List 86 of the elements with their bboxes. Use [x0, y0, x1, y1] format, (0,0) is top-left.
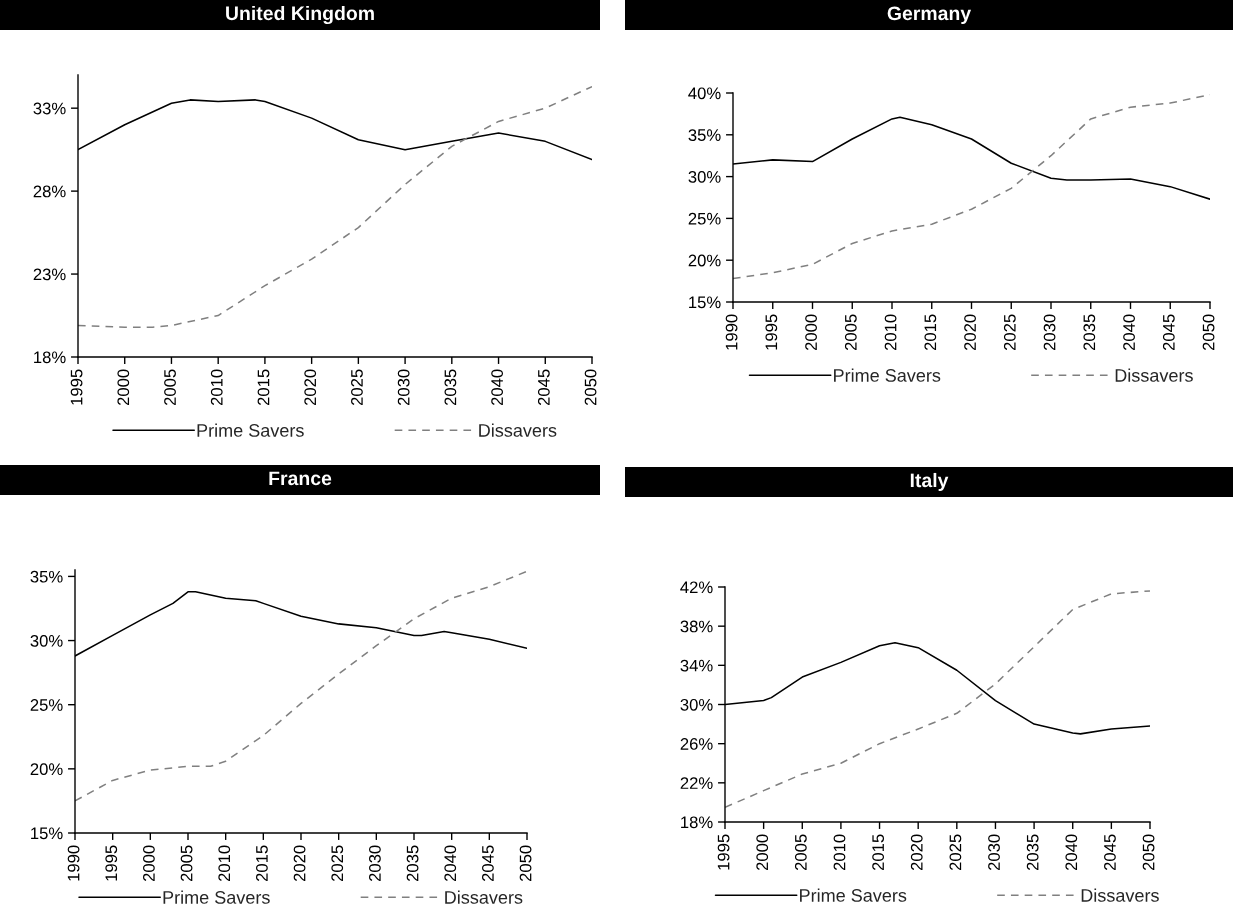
y-tick-label: 42% [680, 581, 713, 594]
x-tick-label: 2025 [1003, 314, 1016, 351]
y-tick-label: 25% [688, 212, 721, 225]
y-tick-label: 28% [33, 185, 66, 198]
y-tick-label: 15% [689, 296, 721, 309]
x-tick-label: 1995 [765, 314, 778, 350]
y-tick-label: 35% [30, 570, 63, 583]
x-tick-label: 2035 [406, 845, 419, 882]
y-tick-label: 30% [680, 698, 713, 711]
y-tick-label: 25% [30, 699, 63, 711]
x-tick-label: 2000 [805, 314, 817, 351]
x-tick-label: 2045 [482, 845, 494, 882]
line-series [78, 85, 592, 328]
x-tick-label: 2005 [794, 834, 807, 871]
x-tick-label: 2035 [444, 369, 457, 406]
x-tick-label: 2000 [117, 369, 130, 406]
y-tick-label: 30% [688, 171, 721, 183]
y-tick-label: 33% [33, 102, 66, 115]
y-tick-label: 35% [688, 129, 721, 141]
y-tick-label: 18% [34, 351, 66, 364]
x-tick-label: 1990 [725, 314, 738, 350]
y-tick-label: 15% [31, 827, 63, 840]
y-tick-label: 23% [33, 268, 66, 281]
x-tick-label: 1995 [105, 845, 118, 881]
x-tick-label: 2030 [1043, 314, 1056, 351]
x-tick-label: 2040 [1123, 314, 1135, 351]
legend-label: Dissavers [1115, 368, 1193, 382]
x-tick-label: 2040 [491, 369, 504, 406]
y-tick-label: 26% [680, 738, 713, 750]
legend-label: Dissavers [479, 423, 557, 437]
x-tick-label: 2025 [351, 369, 363, 406]
x-tick-label: 2040 [1065, 834, 1078, 871]
x-tick-label: 2010 [218, 845, 231, 882]
x-tick-label: 2030 [988, 834, 1000, 871]
x-tick-label: 2015 [257, 369, 270, 406]
chart-title: Germany [887, 6, 972, 25]
x-tick-label: 2005 [180, 845, 193, 882]
y-tick-label: 22% [680, 777, 713, 789]
x-tick-label: 2050 [519, 845, 532, 882]
x-tick-label: 2020 [910, 834, 923, 871]
x-tick-label: 2045 [537, 369, 550, 406]
chart-title: Italy [910, 472, 949, 492]
x-tick-label: 2050 [1142, 834, 1155, 871]
x-tick-label: 2005 [164, 369, 176, 406]
x-tick-label: 2025 [331, 845, 344, 882]
x-tick-label: 2035 [1026, 834, 1039, 871]
x-tick-label: 2045 [1104, 834, 1116, 871]
chart-title: France [269, 471, 332, 486]
legend-label: Prime Savers [197, 423, 304, 437]
x-tick-label: 1990 [67, 845, 80, 881]
y-tick-label: 40% [688, 87, 721, 100]
y-tick-label: 34% [680, 659, 713, 672]
legend-label: Dissavers [1081, 888, 1159, 902]
x-tick-label: 2010 [833, 834, 846, 871]
x-tick-label: 2005 [844, 314, 857, 351]
y-tick-label: 20% [30, 763, 63, 776]
x-tick-label: 2010 [884, 314, 897, 351]
x-tick-label: 2045 [1162, 314, 1175, 351]
x-tick-label: 1995 [70, 369, 83, 405]
y-tick-label: 18% [681, 816, 713, 829]
x-tick-label: 2015 [924, 314, 937, 351]
x-tick-label: 2015 [872, 834, 885, 871]
y-tick-label: 30% [30, 634, 63, 647]
x-tick-label: 2030 [369, 845, 381, 882]
x-tick-label: 2050 [584, 369, 597, 406]
legend-label: Prime Savers [834, 368, 941, 382]
y-tick-label: 20% [688, 254, 721, 267]
legend-label: Prime Savers [163, 890, 270, 904]
x-tick-label: 2025 [949, 834, 962, 871]
x-tick-label: 2040 [444, 845, 457, 882]
x-tick-label: 2000 [143, 845, 155, 882]
x-tick-label: 2010 [210, 369, 223, 406]
x-tick-label: 2035 [1083, 314, 1096, 351]
x-tick-label: 2030 [397, 369, 410, 406]
x-tick-label: 2020 [304, 369, 317, 406]
legend-label: Dissavers [445, 890, 523, 904]
x-tick-label: 2015 [256, 845, 268, 882]
chart-title: United Kingdom [226, 5, 374, 25]
legend-label: Prime Savers [800, 888, 907, 902]
y-tick-label: 38% [680, 620, 713, 633]
line-series [75, 570, 527, 802]
x-tick-label: 2050 [1202, 314, 1215, 351]
x-tick-label: 2020 [964, 314, 976, 351]
x-tick-label: 2020 [293, 845, 306, 882]
x-tick-label: 2000 [756, 834, 769, 871]
x-tick-label: 1995 [717, 834, 730, 870]
